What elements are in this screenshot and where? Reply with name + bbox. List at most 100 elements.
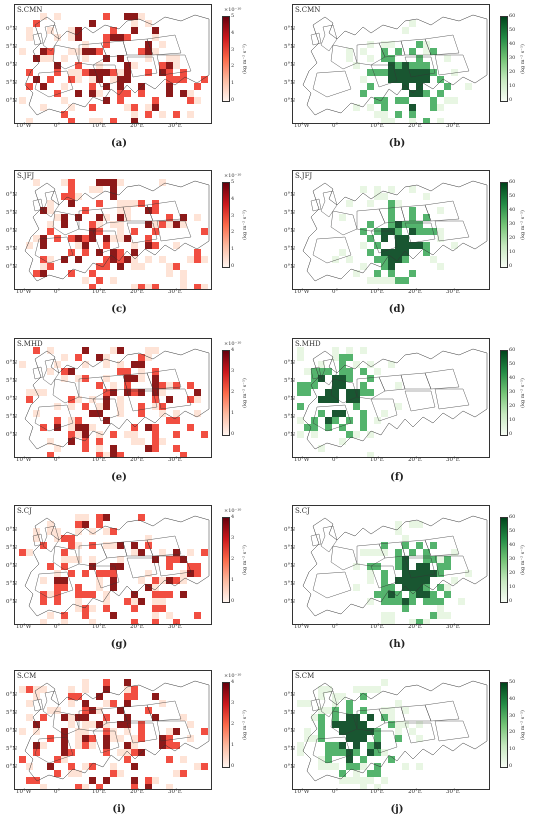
heat-cell — [451, 242, 458, 249]
heat-cell — [54, 584, 61, 591]
lat-label: 0°N — [6, 360, 18, 366]
colorbar — [222, 182, 230, 268]
heat-cell — [194, 389, 201, 396]
lon-label: 0° — [54, 289, 61, 295]
lon-label: 0° — [54, 789, 61, 795]
heat-cell — [388, 249, 395, 256]
country-border — [356, 42, 386, 66]
heat-cell — [416, 735, 423, 742]
heat-cell — [152, 104, 159, 111]
heat-cell — [381, 256, 388, 263]
heat-cell — [131, 20, 138, 27]
heat-cell — [346, 368, 353, 375]
heat-cell — [311, 431, 318, 438]
heat-cell — [297, 431, 304, 438]
heat-cell — [54, 361, 61, 368]
heat-cell — [423, 118, 430, 123]
coastline — [24, 348, 210, 450]
heat-cell — [381, 591, 388, 598]
country-border — [404, 56, 436, 78]
heat-cell — [47, 228, 54, 235]
lon-label: 10°W — [294, 289, 310, 295]
heat-cell — [187, 563, 194, 570]
heat-cell — [117, 563, 124, 570]
colorbar — [222, 350, 230, 436]
colorbar-tick: 1 — [231, 742, 235, 748]
map-frame: S.CM — [14, 670, 212, 790]
heat-cell — [423, 62, 430, 69]
heat-cell — [152, 424, 159, 431]
heat-cell — [374, 735, 381, 742]
heat-cell — [374, 111, 381, 118]
country-border — [126, 56, 158, 78]
heat-cell — [75, 396, 82, 403]
heat-cell — [444, 563, 451, 570]
heat-cell — [332, 721, 339, 728]
lon-label: 10°W — [294, 123, 310, 129]
heat-cell — [381, 69, 388, 76]
coastline — [302, 348, 488, 450]
heat-cell — [33, 749, 40, 756]
heat-cell — [416, 76, 423, 83]
country-border — [126, 722, 158, 744]
country-border — [370, 398, 398, 422]
country-border — [424, 200, 460, 222]
heat-cell — [124, 756, 131, 763]
country-border — [330, 710, 358, 736]
heat-cell — [346, 721, 353, 728]
heat-cell — [68, 749, 75, 756]
map-frame: S.JFJ — [292, 170, 490, 290]
heat-cell — [103, 417, 110, 424]
heat-cell — [409, 598, 416, 605]
heat-cell — [395, 382, 402, 389]
heat-cell — [374, 563, 381, 570]
heat-cell — [395, 528, 402, 535]
lon-label: 20°E — [130, 123, 144, 129]
heat-cell — [89, 83, 96, 90]
heat-cell — [82, 445, 89, 452]
heat-cell — [110, 256, 117, 263]
heat-cell — [26, 27, 33, 34]
lat-label: 5°N — [284, 710, 296, 716]
heat-cell — [332, 382, 339, 389]
country-border — [330, 44, 358, 70]
heat-cell — [103, 714, 110, 721]
country-border — [310, 366, 322, 380]
heat-cell — [381, 111, 388, 118]
heat-cell — [187, 396, 194, 403]
heat-cell — [103, 749, 110, 756]
heat-cell — [138, 735, 145, 742]
heat-cell — [145, 48, 152, 55]
site-label: S.CJ — [295, 507, 310, 515]
heat-cell — [311, 714, 318, 721]
heat-cell — [416, 69, 423, 76]
heat-cell — [339, 368, 346, 375]
heat-cell — [416, 55, 423, 62]
heat-cell — [374, 186, 381, 193]
heat-cell — [395, 76, 402, 83]
lat-label: 0°N — [284, 692, 296, 698]
heat-cell — [103, 361, 110, 368]
heat-cell — [388, 256, 395, 263]
colorbar-tick: 4 — [231, 347, 235, 353]
heat-cell — [166, 735, 173, 742]
heat-cell — [33, 535, 40, 542]
heat-cell — [173, 770, 180, 777]
heat-cell — [423, 48, 430, 55]
heat-cell — [145, 424, 152, 431]
heat-cell — [346, 55, 353, 62]
heat-cell — [416, 41, 423, 48]
heat-cell — [409, 577, 416, 584]
heat-cell — [26, 69, 33, 76]
heat-cell — [131, 784, 138, 789]
heat-cell — [96, 382, 103, 389]
heat-cell — [423, 214, 430, 221]
heat-cell — [124, 749, 131, 756]
heat-cell — [54, 570, 61, 577]
colorbar-tick: 50 — [509, 193, 516, 199]
lat-label: 5°N — [284, 44, 296, 50]
heat-cell — [194, 249, 201, 256]
heat-cell — [339, 424, 346, 431]
lat-label: 5°N — [284, 378, 296, 384]
country-border — [78, 543, 108, 567]
